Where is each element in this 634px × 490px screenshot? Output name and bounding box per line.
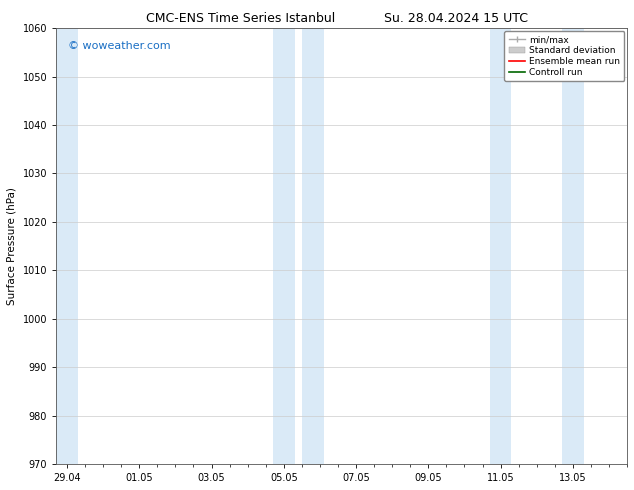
Bar [562,28,584,464]
Text: Su. 28.04.2024 15 UTC: Su. 28.04.2024 15 UTC [384,12,529,25]
Bar [302,28,323,464]
Text: CMC-ENS Time Series Istanbul: CMC-ENS Time Series Istanbul [146,12,335,25]
Text: © woweather.com: © woweather.com [68,41,170,51]
Legend: min/max, Standard deviation, Ensemble mean run, Controll run: min/max, Standard deviation, Ensemble me… [505,31,624,81]
Bar [489,28,512,464]
Bar [273,28,295,464]
Bar [56,28,78,464]
Y-axis label: Surface Pressure (hPa): Surface Pressure (hPa) [7,187,17,305]
